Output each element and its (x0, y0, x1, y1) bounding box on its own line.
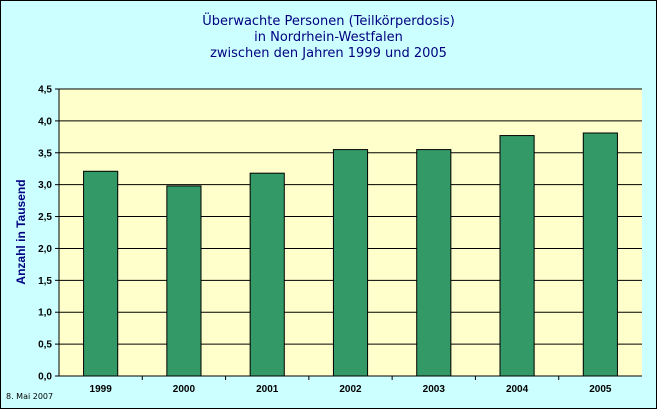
bar-2002 (332, 149, 369, 377)
x-tick-label: 2003 (423, 384, 446, 395)
bar-2005 (582, 132, 618, 377)
x-tick-label: 2005 (589, 384, 612, 395)
chart-title-line-2: in Nordrhein-Westfalen (254, 30, 403, 45)
chart-title-line-3: zwischen den Jahren 1999 und 2005 (210, 46, 447, 61)
y-tick-label: 3,0 (38, 180, 52, 191)
x-tick-label: 1999 (90, 384, 113, 395)
bar-2004 (499, 135, 535, 377)
footer-date: 8. Mai 2007 (6, 392, 54, 401)
x-tick-label: 2002 (339, 384, 362, 395)
y-tick-label: 0,0 (38, 372, 52, 383)
y-tick-label: 2,5 (38, 212, 52, 223)
y-tick-label: 2,0 (38, 244, 52, 255)
y-tick-label: 1,5 (38, 276, 52, 287)
y-tick-label: 3,5 (38, 148, 52, 159)
bar-2001 (249, 172, 285, 377)
x-tick-label: 2000 (173, 384, 196, 395)
y-tick-label: 4,5 (38, 85, 52, 96)
bar-2003 (416, 149, 452, 377)
x-tick-label: 2001 (256, 384, 279, 395)
y-tick-label: 0,5 (38, 340, 52, 351)
x-tick-label: 2004 (506, 384, 529, 395)
y-tick-label: 4,0 (38, 116, 52, 127)
y-tick-label: 1,0 (38, 308, 52, 319)
chart-title: Überwachte Personen (Teilkörperdosis) in… (0, 14, 657, 62)
y-axis-label: Anzahl in Tausend (14, 179, 28, 284)
bar-1999 (83, 170, 119, 377)
chart-title-line-1: Überwachte Personen (Teilkörperdosis) (202, 14, 455, 29)
bar-2000 (166, 185, 202, 377)
